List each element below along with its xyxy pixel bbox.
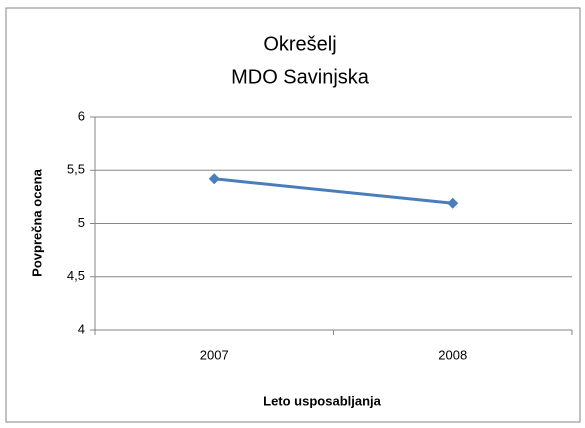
chart-title: Okrešelj [263,33,336,55]
chart-title: MDO Savinjska [231,66,370,88]
series-line [214,177,453,205]
chart-border [5,7,581,423]
y-tick-label: 4 [78,321,85,336]
y-tick-label: 4,5 [67,268,85,283]
y-tick-label: 6 [78,108,85,123]
y-tick-label: 5 [78,215,85,230]
x-tick-label: 2007 [200,347,229,362]
y-axis-title: Povprečna ocena [29,168,44,276]
data-point [447,197,459,209]
x-axis-title: Leto usposabljanja [263,393,382,408]
x-tick-label: 2008 [438,347,467,362]
data-point [208,173,220,185]
y-tick-label: 5,5 [67,162,85,177]
